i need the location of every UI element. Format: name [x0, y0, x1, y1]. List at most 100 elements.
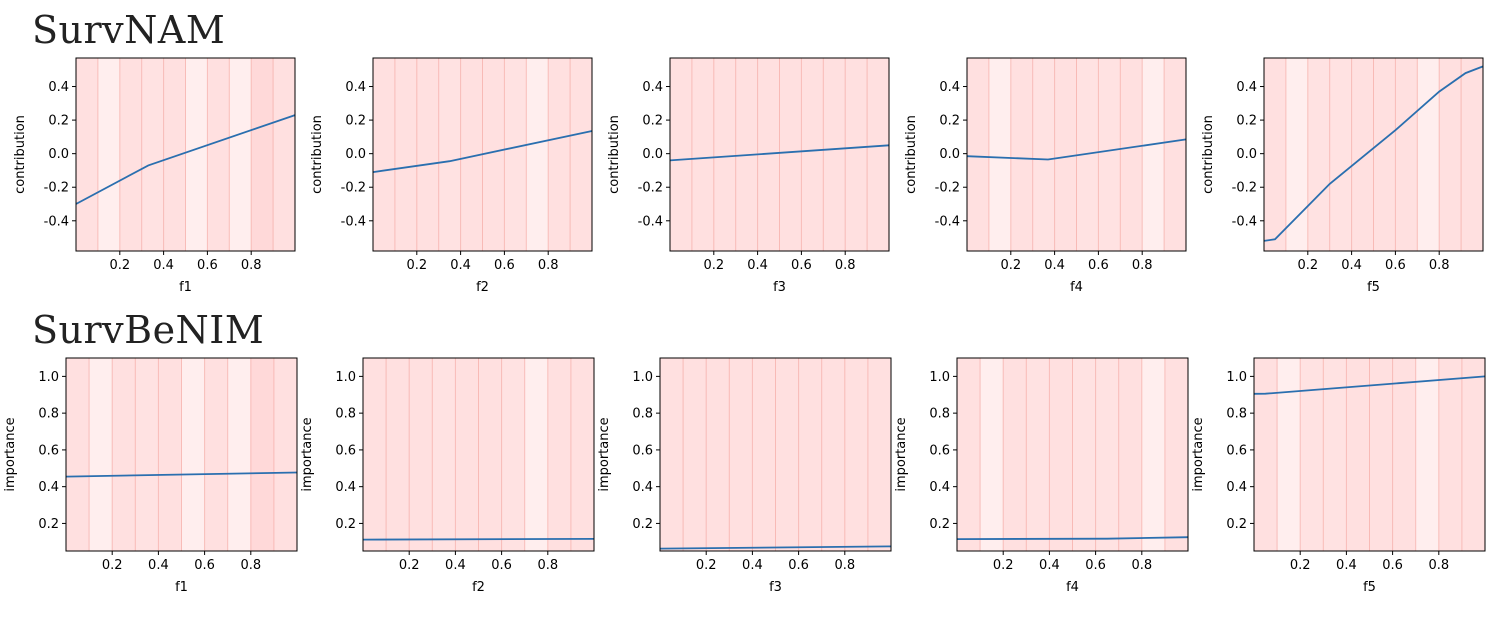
- x-tick-label: 0.2: [1000, 258, 1021, 273]
- y-tick-label: 1.0: [335, 370, 356, 385]
- band: [207, 58, 230, 251]
- band: [1032, 58, 1055, 251]
- y-tick-label: 0.0: [345, 147, 366, 162]
- subplot-survnam-f1: 0.2 0.4 0.6 0.8 -0.4 -0.2 0.0 0.2 0.4 f1 contribut…: [13, 57, 296, 295]
- x-tick-label: 0.2: [399, 558, 420, 573]
- series-line: [1263, 65, 1484, 242]
- band: [185, 58, 208, 251]
- band: [1415, 358, 1439, 551]
- x-tick-label: 0.4: [148, 558, 169, 573]
- band: [980, 358, 1004, 551]
- band: [823, 58, 846, 251]
- band: [729, 358, 753, 551]
- x-axis-label: f3: [769, 580, 782, 595]
- y-tick-label: 0.6: [335, 443, 356, 458]
- band: [775, 358, 799, 551]
- subplot-survbenim-f2: 0.2 0.4 0.6 0.8 0.2 0.4 0.6 0.8 1.0 f2 importance: [300, 357, 595, 595]
- series-line: [372, 130, 593, 173]
- x-tick-label: 0.6: [1085, 558, 1106, 573]
- subplot-survnam-f2: 0.2 0.4 0.6 0.8 -0.4 -0.2 0.0 0.2 0.4 f2 contribut…: [310, 57, 593, 295]
- y-axis-label: contribution: [13, 115, 28, 194]
- y-tick-label: 0.0: [48, 147, 69, 162]
- band: [1373, 58, 1396, 251]
- band: [1164, 358, 1188, 551]
- y-tick-label: -0.2: [638, 181, 663, 196]
- y-tick-label: -0.4: [935, 214, 960, 229]
- band: [97, 58, 120, 251]
- band: [1264, 58, 1286, 251]
- x-tick-label: 0.6: [194, 558, 215, 573]
- band: [691, 58, 714, 251]
- band: [844, 358, 868, 551]
- y-tick-label: 0.0: [939, 147, 960, 162]
- y-tick-label: -0.2: [935, 181, 960, 196]
- band: [251, 58, 274, 251]
- band: [1054, 58, 1077, 251]
- band: [89, 358, 113, 551]
- band: [1254, 358, 1278, 551]
- axes-frame: [1253, 357, 1486, 552]
- y-axis-label: importance: [597, 417, 612, 491]
- x-tick-label: 0.6: [791, 258, 812, 273]
- y-tick-label: 0.2: [929, 517, 950, 532]
- band: [798, 358, 822, 551]
- subplot-survbenim-f5: 0.2 0.4 0.6 0.8 0.2 0.4 0.6 0.8 1.0 f5 importance: [1191, 357, 1486, 595]
- axes-frame: [1263, 57, 1484, 252]
- band: [1369, 358, 1393, 551]
- band: [1392, 358, 1416, 551]
- band: [273, 358, 297, 551]
- x-tick-label: 0.4: [450, 258, 471, 273]
- x-tick-label: 0.2: [1297, 258, 1318, 273]
- x-tick-label: 0.8: [835, 258, 856, 273]
- x-tick-label: 0.8: [241, 258, 262, 273]
- y-tick-label: 0.4: [929, 480, 950, 495]
- y-tick-label: -0.2: [1232, 181, 1257, 196]
- band: [670, 58, 692, 251]
- band: [504, 58, 527, 251]
- band: [801, 58, 824, 251]
- band: [250, 358, 274, 551]
- x-tick-label: 0.2: [109, 258, 130, 273]
- axes-frame: [362, 357, 595, 552]
- y-tick-label: -0.4: [44, 214, 69, 229]
- x-tick-label: 0.8: [1132, 258, 1153, 273]
- band: [119, 58, 142, 251]
- subplot-survnam-f3: 0.2 0.4 0.6 0.8 -0.4 -0.2 0.0 0.2 0.4 f3 contribut…: [607, 57, 890, 295]
- band: [181, 358, 205, 551]
- x-tick-label: 0.4: [1336, 558, 1357, 573]
- band: [548, 58, 571, 251]
- band: [363, 358, 387, 551]
- y-tick-label: 0.8: [1226, 407, 1247, 422]
- band: [438, 58, 461, 251]
- series-line: [966, 138, 1187, 161]
- y-tick-label: 0.6: [1226, 443, 1247, 458]
- band: [478, 358, 502, 551]
- y-tick-label: 0.4: [48, 80, 69, 95]
- y-tick-label: 0.2: [1236, 114, 1257, 129]
- band: [76, 58, 98, 251]
- series-line: [956, 536, 1189, 540]
- x-tick-label: 0.4: [153, 258, 174, 273]
- y-tick-label: 0.2: [939, 114, 960, 129]
- axes-frame: [65, 357, 298, 552]
- y-axis-label: contribution: [607, 115, 622, 194]
- subplot-survbenim-f3: 0.2 0.4 0.6 0.8 0.2 0.4 0.6 0.8 1.0 f3 importance: [597, 357, 892, 595]
- y-axis-label: importance: [1191, 417, 1206, 491]
- band: [713, 58, 736, 251]
- row-title-survbenim: SurvBeNIM: [32, 308, 265, 352]
- x-axis-label: f1: [179, 280, 192, 295]
- x-axis-label: f2: [476, 280, 489, 295]
- y-tick-label: 1.0: [929, 370, 950, 385]
- y-tick-label: 0.8: [929, 407, 950, 422]
- band: [66, 358, 90, 551]
- band: [1461, 58, 1483, 251]
- x-tick-label: 0.8: [1131, 558, 1152, 573]
- band: [373, 58, 395, 251]
- y-tick-label: -0.4: [1232, 214, 1257, 229]
- band: [1026, 358, 1050, 551]
- y-tick-label: 0.0: [642, 147, 663, 162]
- band: [135, 358, 159, 551]
- band: [1346, 358, 1370, 551]
- y-tick-label: 0.4: [345, 80, 366, 95]
